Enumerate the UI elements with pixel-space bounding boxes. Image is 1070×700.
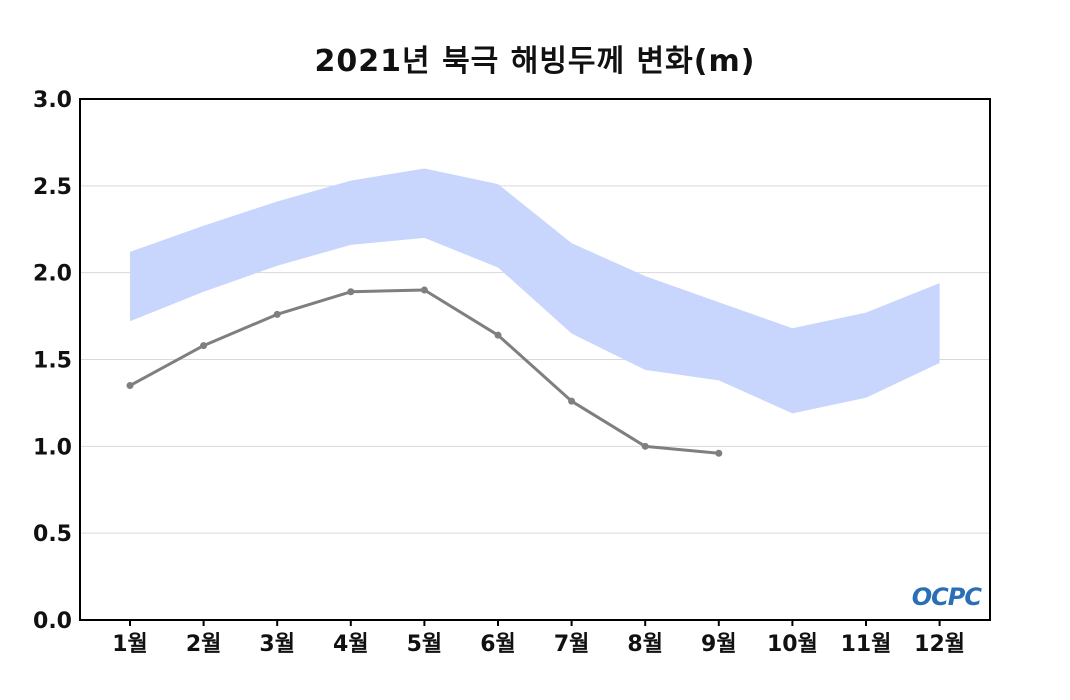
y-tick-label: 1.5 [33,349,72,374]
range-band [130,168,940,414]
x-tick-label: 11월 [841,632,892,657]
y-tick-label: 0.5 [33,522,72,547]
series-point [347,288,355,296]
x-tick-label: 9월 [701,632,737,657]
series-point [273,310,281,318]
series-point [715,449,723,457]
x-tick-label: 6월 [480,632,516,657]
y-tick-label: 2.5 [33,175,72,200]
plot-frame [79,98,991,621]
series-point [568,397,576,405]
x-tick-label: 3월 [259,632,295,657]
series-layer [126,286,723,457]
series-point [200,342,208,350]
x-tick-label: 8월 [627,632,663,657]
x-axis-ticks: 1월 2월 3월 4월 5월 6월 7월 8월 9월 10월 11월 12월 [112,620,965,657]
ocpc-logo: OCPC [912,583,983,611]
x-tick-label: 4월 [333,632,369,657]
x-tick-label: 1월 [112,632,148,657]
y-tick-label: 3.0 [33,88,72,113]
chart-title: 2021년 북극 해빙두께 변화(m) [314,44,756,79]
series-point [420,286,428,294]
y-tick-label: 2.0 [33,262,72,287]
x-tick-label: 10월 [767,632,818,657]
x-tick-label: 2월 [186,632,222,657]
series-point [126,382,134,390]
series-point [641,442,649,450]
series-point [494,331,502,339]
y-tick-label: 0.0 [33,609,72,634]
y-axis-ticks: 0.0 0.5 1.0 1.5 2.0 2.5 3.0 [33,88,72,634]
y-tick-label: 1.0 [33,435,72,460]
range-band-area [130,168,940,414]
x-tick-label: 7월 [554,632,590,657]
x-tick-label: 12월 [914,632,965,657]
x-tick-label: 5월 [407,632,443,657]
